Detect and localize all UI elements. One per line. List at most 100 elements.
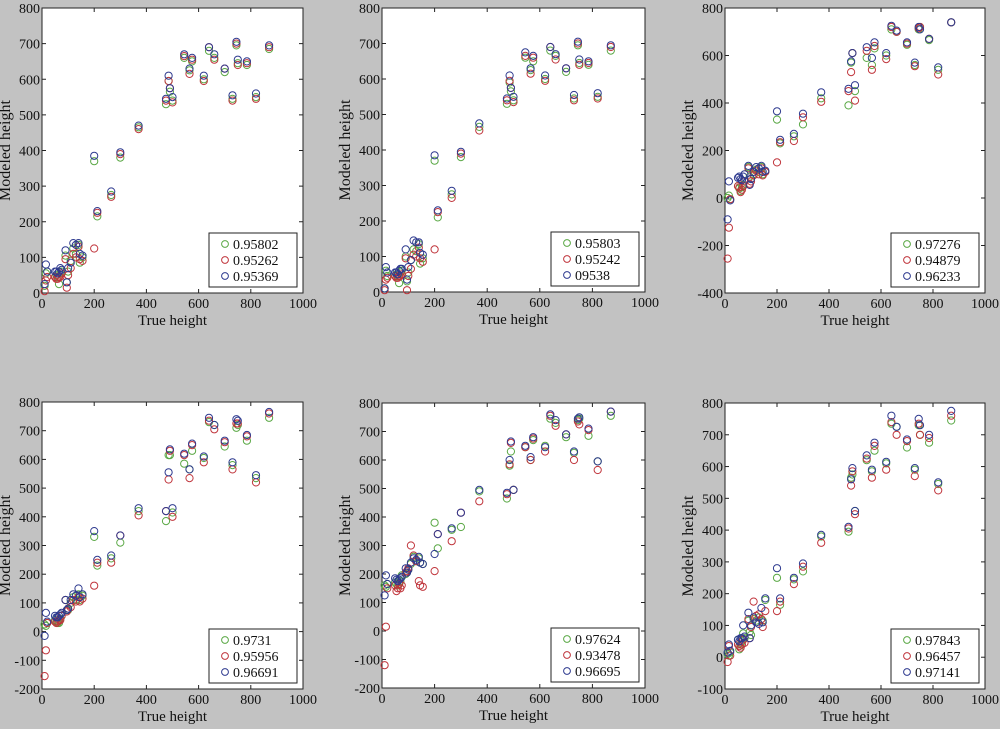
data-point-green [165,451,174,460]
x-tick-label: 0 [722,297,729,312]
data-point-blue [107,187,116,196]
data-point-blue [887,21,896,30]
x-tick-label: 600 [529,692,550,707]
data-point-green [61,251,70,260]
legend-marker-green [563,635,571,643]
data-point-blue [575,413,584,422]
legend-label: 0.97276 [915,238,961,253]
data-point-blue [526,64,535,73]
data-point-red [772,158,782,167]
data-point-green [90,532,99,542]
y-tick-label: 200 [19,568,40,583]
data-point-red [817,97,826,106]
y-tick-label: 200 [19,216,40,231]
data-point-blue [404,263,413,272]
data-point-red [915,430,925,439]
data-point-red [593,94,602,103]
data-point-blue [505,71,514,80]
data-point-blue [475,485,484,494]
legend-marker-green [903,636,911,644]
data-point-blue [61,595,70,605]
data-point-red [925,433,934,443]
y-tick-label: 300 [19,540,40,555]
y-tick-label: 600 [702,461,723,476]
data-point-green [430,156,439,165]
data-point-red [383,273,392,282]
x-tick-label: 200 [424,296,445,311]
x-tick-label: 200 [767,297,788,312]
data-point-red [850,96,860,105]
data-point-blue [168,504,177,513]
data-point-red [593,465,602,475]
y-tick-label: -100 [14,654,40,669]
data-point-blue [204,43,214,52]
data-point-green [882,51,891,60]
data-point-red [418,582,427,591]
data-point-red [798,562,808,571]
data-point-blue [606,41,615,50]
data-point-blue [409,236,418,245]
data-point-red [509,98,518,107]
data-point-red [414,243,423,252]
data-point-blue [380,591,389,600]
data-point-blue [412,238,421,247]
x-tick-label: 800 [923,297,944,312]
legend-marker-blue [221,668,229,676]
data-point-red [251,94,261,103]
data-point-green [265,413,274,422]
data-point-blue [418,559,427,569]
data-point-blue [521,441,530,450]
series-blue [723,18,956,224]
legend-label: 0.97843 [915,634,961,649]
data-point-blue [56,264,65,273]
legend-box [550,231,640,287]
data-point-green [107,554,116,563]
data-point-blue [199,71,208,80]
y-tick-label: 0 [33,287,40,302]
data-point-blue [406,256,415,265]
y-tick-label: 0 [716,192,723,207]
data-point-blue [233,55,242,64]
x-axis-label: True height [138,313,208,329]
data-point-red [505,460,514,469]
legend-label: 0.96691 [233,666,279,681]
data-point-blue [69,239,78,248]
data-point-blue [867,465,877,474]
data-point-blue [789,573,799,582]
data-point-blue [161,507,171,516]
data-point-blue [850,81,860,90]
data-point-green [606,46,615,55]
data-point-blue [925,34,934,44]
data-point-blue [107,551,116,560]
scatter-panel-6: 0 200 400 600 800 1000-1000100200300400500600… [680,397,999,725]
data-point-blue [902,38,912,47]
data-point-blue [798,559,808,568]
data-point-blue [761,594,770,603]
data-point-red [66,264,75,273]
x-tick-label: 800 [240,693,261,708]
data-point-green [161,517,171,526]
y-tick-label: -200 [697,240,723,255]
data-point-blue [180,449,189,458]
legend-box [890,232,980,288]
data-point-blue [521,48,530,57]
data-point-blue [541,443,550,452]
data-point-blue [726,646,735,656]
data-point-green [502,494,511,503]
data-point-green [506,447,515,456]
x-tick-label: 800 [582,692,603,707]
data-point-red [882,55,891,64]
data-point-red [947,411,956,420]
data-point-green [134,507,143,516]
x-tick-label: 600 [188,693,209,708]
y-tick-label: 500 [359,483,380,498]
legend-marker-red [563,651,571,659]
y-tick-label: 200 [702,145,723,160]
y-axis-label: Modeled height [337,99,354,200]
data-point-red [78,256,87,265]
data-point-blue [395,575,404,584]
data-point-blue [265,41,274,50]
data-point-blue [381,263,390,272]
data-point-red [233,60,242,70]
